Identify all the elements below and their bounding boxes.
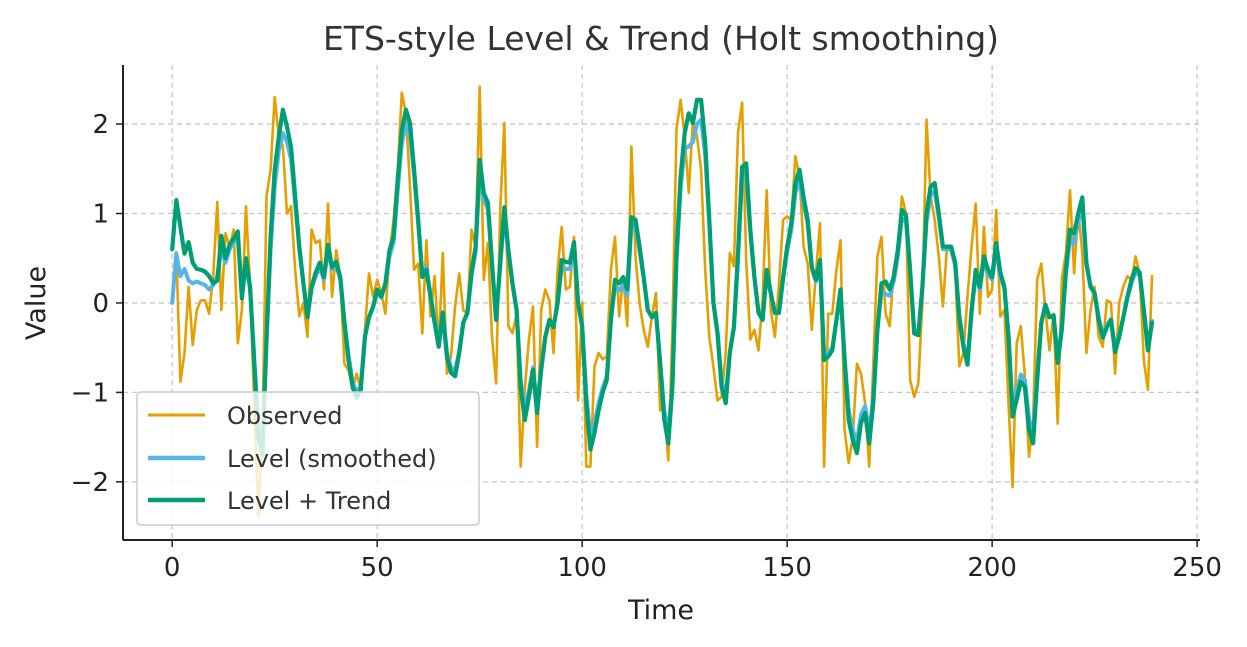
legend-box — [136, 391, 480, 526]
level-plus-trend-line — [170, 97, 1155, 458]
x-tick-label: 250 — [1172, 553, 1222, 583]
x-tick-label: 100 — [557, 553, 607, 583]
y-tick-label: 0 — [92, 289, 109, 319]
x-axis-label: Time — [627, 595, 694, 626]
legend-label-observed: Observed — [227, 402, 342, 430]
axes: 0 50 100 150 200 250 −2 −1 0 1 2 — [71, 65, 1222, 583]
series-lines — [170, 85, 1155, 519]
y-tick-label: 1 — [92, 199, 109, 229]
x-tick-label: 50 — [361, 553, 394, 583]
legend-label-level: Level (smoothed) — [227, 445, 437, 473]
y-tick-label: −2 — [71, 468, 109, 498]
legend: Observed Level (smoothed) Level + Trend — [136, 391, 480, 526]
y-axis-label: Value — [21, 266, 52, 340]
x-tick-label: 0 — [164, 553, 181, 583]
legend-label-trend: Level + Trend — [227, 487, 391, 515]
chart-title: ETS-style Level & Trend (Holt smoothing) — [323, 19, 999, 58]
x-tick-label: 150 — [762, 553, 812, 583]
x-tick-label: 200 — [967, 553, 1017, 583]
y-tick-label: 2 — [92, 110, 109, 140]
y-tick-label: −1 — [71, 378, 109, 408]
